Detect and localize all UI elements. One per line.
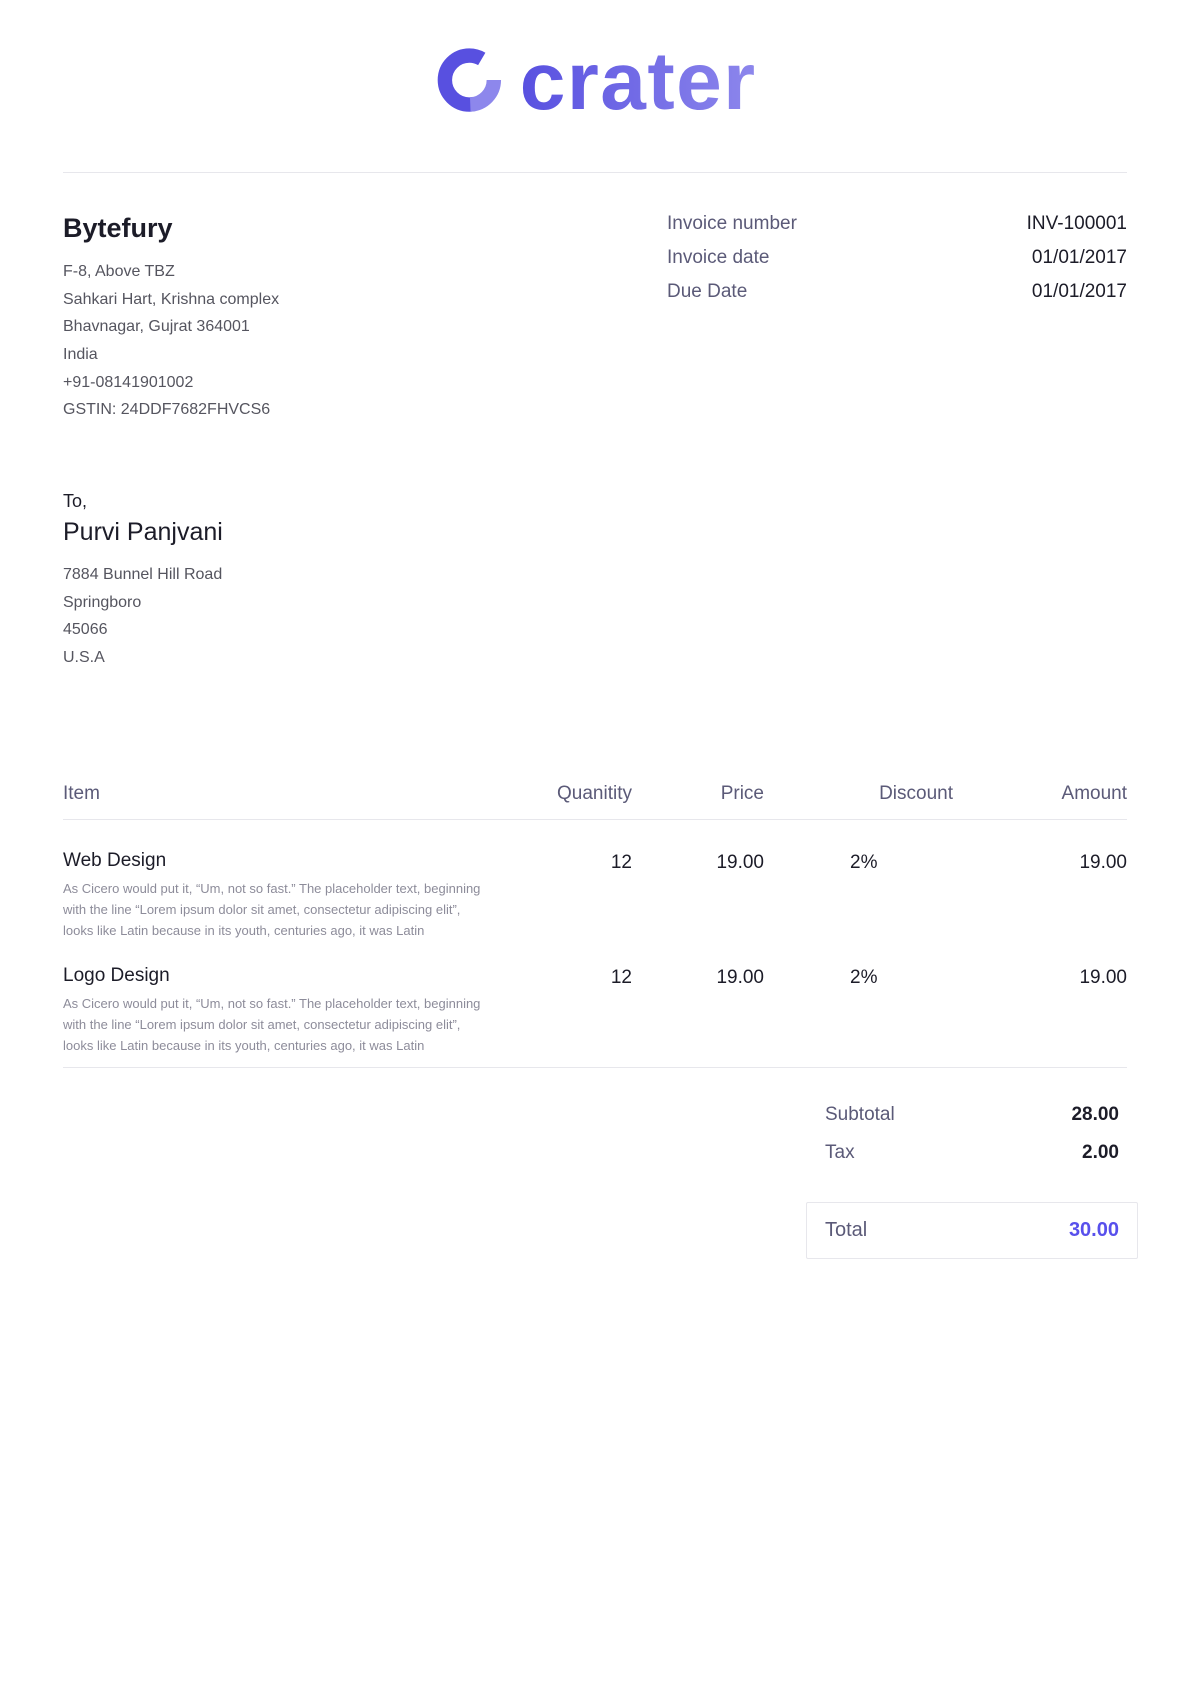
svg-text:crater: crater	[520, 36, 757, 127]
